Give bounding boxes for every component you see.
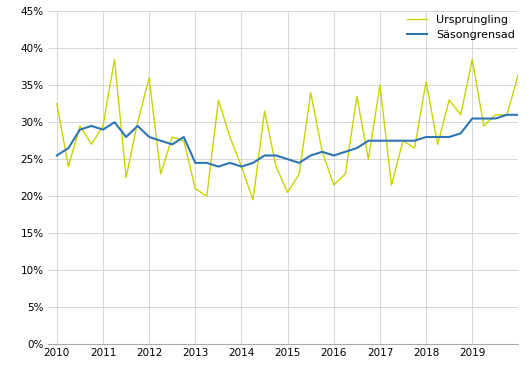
Legend: Ursprungling, Säsongrensad: Ursprungling, Säsongrensad xyxy=(407,15,515,40)
Ursprungling xyxy=(250,198,256,202)
Ursprungling xyxy=(53,101,60,106)
Säsongrensad xyxy=(215,164,222,169)
Line: Ursprungling: Ursprungling xyxy=(57,59,529,200)
Ursprungling xyxy=(307,90,314,95)
Ursprungling xyxy=(469,57,476,62)
Säsongrensad xyxy=(458,131,464,136)
Ursprungling xyxy=(492,113,498,117)
Line: Säsongrensad: Säsongrensad xyxy=(57,111,529,167)
Säsongrensad xyxy=(423,135,429,139)
Ursprungling xyxy=(65,164,71,169)
Säsongrensad xyxy=(53,153,60,158)
Säsongrensad xyxy=(65,146,71,150)
Ursprungling xyxy=(434,142,441,147)
Säsongrensad xyxy=(296,161,303,165)
Säsongrensad xyxy=(481,116,487,121)
Ursprungling xyxy=(112,57,118,62)
